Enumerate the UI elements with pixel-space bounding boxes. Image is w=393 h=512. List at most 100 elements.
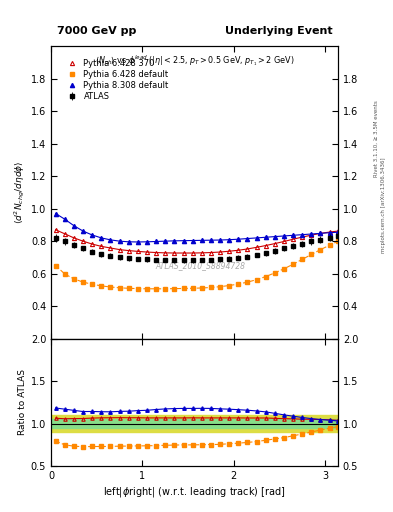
Pythia 8.308 default: [336, 229, 340, 236]
Pythia 6.428 default: [254, 276, 259, 283]
Pythia 8.308 default: [190, 238, 195, 244]
Pythia 6.428 370: [218, 249, 222, 255]
Pythia 8.308 default: [309, 231, 314, 237]
Text: $\langle N_{ch}\rangle$ vs $\phi^{lead}$ ($|\eta| < 2.5, p_{T} > 0.5$ GeV, $p_{T: $\langle N_{ch}\rangle$ vs $\phi^{lead}$…: [95, 53, 294, 68]
Pythia 6.428 default: [291, 261, 296, 267]
Pythia 8.308 default: [318, 230, 323, 237]
Line: Pythia 8.308 default: Pythia 8.308 default: [53, 211, 340, 244]
Pythia 8.308 default: [263, 234, 268, 240]
Pythia 6.428 370: [282, 239, 286, 245]
Pythia 8.308 default: [90, 232, 95, 238]
Pythia 6.428 default: [181, 285, 186, 291]
Pythia 6.428 370: [81, 238, 85, 244]
Text: 7000 GeV pp: 7000 GeV pp: [57, 26, 136, 36]
Pythia 6.428 default: [172, 286, 177, 292]
Pythia 8.308 default: [117, 238, 122, 244]
Pythia 6.428 370: [127, 247, 131, 253]
Pythia 8.308 default: [81, 228, 85, 234]
Pythia 6.428 default: [236, 281, 241, 287]
Pythia 6.428 370: [199, 250, 204, 256]
Pythia 6.428 370: [300, 234, 305, 240]
Pythia 8.308 default: [72, 223, 76, 229]
Pythia 8.308 default: [282, 233, 286, 239]
Pythia 6.428 default: [90, 281, 95, 287]
Pythia 8.308 default: [199, 237, 204, 243]
Pythia 8.308 default: [254, 235, 259, 241]
Pythia 6.428 370: [309, 232, 314, 238]
Pythia 6.428 default: [108, 284, 113, 290]
Pythia 6.428 default: [218, 284, 222, 290]
Pythia 6.428 370: [117, 247, 122, 253]
Pythia 8.308 default: [227, 237, 231, 243]
Pythia 6.428 default: [154, 286, 158, 292]
Pythia 6.428 default: [209, 285, 213, 291]
Pythia 8.308 default: [218, 237, 222, 243]
Text: mcplots.cern.ch [arXiv:1306.3436]: mcplots.cern.ch [arXiv:1306.3436]: [381, 157, 386, 252]
Pythia 6.428 370: [227, 248, 231, 254]
Pythia 6.428 370: [136, 248, 140, 254]
Pythia 6.428 370: [172, 250, 177, 256]
Pythia 8.308 default: [136, 239, 140, 245]
Pythia 6.428 370: [90, 241, 95, 247]
Line: Pythia 6.428 default: Pythia 6.428 default: [53, 239, 340, 291]
Pythia 6.428 370: [72, 235, 76, 241]
Pythia 6.428 370: [145, 249, 149, 255]
X-axis label: left$|\phi$right$|$ (w.r.t. leading track) [rad]: left$|\phi$right$|$ (w.r.t. leading trac…: [103, 485, 286, 499]
Pythia 8.308 default: [53, 210, 58, 217]
Pythia 6.428 default: [72, 276, 76, 282]
Pythia 6.428 default: [309, 251, 314, 258]
Pythia 6.428 370: [163, 250, 167, 256]
Pythia 6.428 370: [291, 236, 296, 242]
Pythia 6.428 370: [62, 231, 67, 237]
Pythia 6.428 370: [154, 249, 158, 255]
Pythia 8.308 default: [108, 237, 113, 243]
Pythia 8.308 default: [145, 239, 149, 245]
Pythia 6.428 370: [272, 241, 277, 247]
Pythia 6.428 default: [263, 273, 268, 280]
Pythia 6.428 default: [163, 286, 167, 292]
Line: Pythia 6.428 370: Pythia 6.428 370: [53, 228, 340, 255]
Pythia 8.308 default: [245, 236, 250, 242]
Pythia 6.428 370: [209, 249, 213, 255]
Pythia 6.428 default: [227, 283, 231, 289]
Pythia 6.428 default: [99, 283, 104, 289]
Pythia 8.308 default: [127, 239, 131, 245]
Pythia 6.428 370: [254, 244, 259, 250]
Pythia 6.428 default: [62, 271, 67, 277]
Pythia 6.428 default: [190, 285, 195, 291]
Pythia 6.428 default: [282, 266, 286, 272]
Pythia 8.308 default: [172, 238, 177, 244]
Text: Rivet 3.1.10, ≥ 3.5M events: Rivet 3.1.10, ≥ 3.5M events: [374, 100, 379, 177]
Pythia 8.308 default: [300, 231, 305, 238]
Y-axis label: $\langle d^2 N_{chg}/d\eta d\phi\rangle$: $\langle d^2 N_{chg}/d\eta d\phi\rangle$: [12, 161, 27, 224]
Pythia 8.308 default: [272, 233, 277, 240]
Pythia 8.308 default: [181, 238, 186, 244]
Pythia 6.428 default: [81, 279, 85, 285]
Pythia 6.428 default: [327, 242, 332, 248]
Pythia 6.428 370: [336, 228, 340, 234]
Pythia 6.428 default: [199, 285, 204, 291]
Pythia 8.308 default: [291, 232, 296, 239]
Text: ATLAS_2010_S8894728: ATLAS_2010_S8894728: [155, 261, 245, 270]
Pythia 6.428 default: [336, 238, 340, 244]
Pythia 6.428 370: [53, 227, 58, 233]
Pythia 6.428 default: [127, 285, 131, 291]
Pythia 6.428 default: [272, 270, 277, 276]
Y-axis label: Ratio to ATLAS: Ratio to ATLAS: [18, 369, 27, 435]
Pythia 6.428 default: [318, 247, 323, 253]
Pythia 6.428 370: [263, 243, 268, 249]
Pythia 6.428 370: [236, 247, 241, 253]
Pythia 6.428 default: [300, 257, 305, 263]
Text: Underlying Event: Underlying Event: [225, 26, 332, 36]
Pythia 8.308 default: [163, 238, 167, 244]
Pythia 6.428 370: [327, 229, 332, 235]
Pythia 8.308 default: [209, 237, 213, 243]
Pythia 8.308 default: [327, 229, 332, 236]
Legend: Pythia 6.428 370, Pythia 6.428 default, Pythia 8.308 default, ATLAS: Pythia 6.428 370, Pythia 6.428 default, …: [61, 56, 171, 103]
Pythia 6.428 default: [117, 285, 122, 291]
Pythia 8.308 default: [62, 216, 67, 222]
Pythia 6.428 370: [108, 245, 113, 251]
Pythia 6.428 default: [145, 286, 149, 292]
Pythia 6.428 370: [318, 230, 323, 237]
Pythia 6.428 370: [190, 250, 195, 256]
